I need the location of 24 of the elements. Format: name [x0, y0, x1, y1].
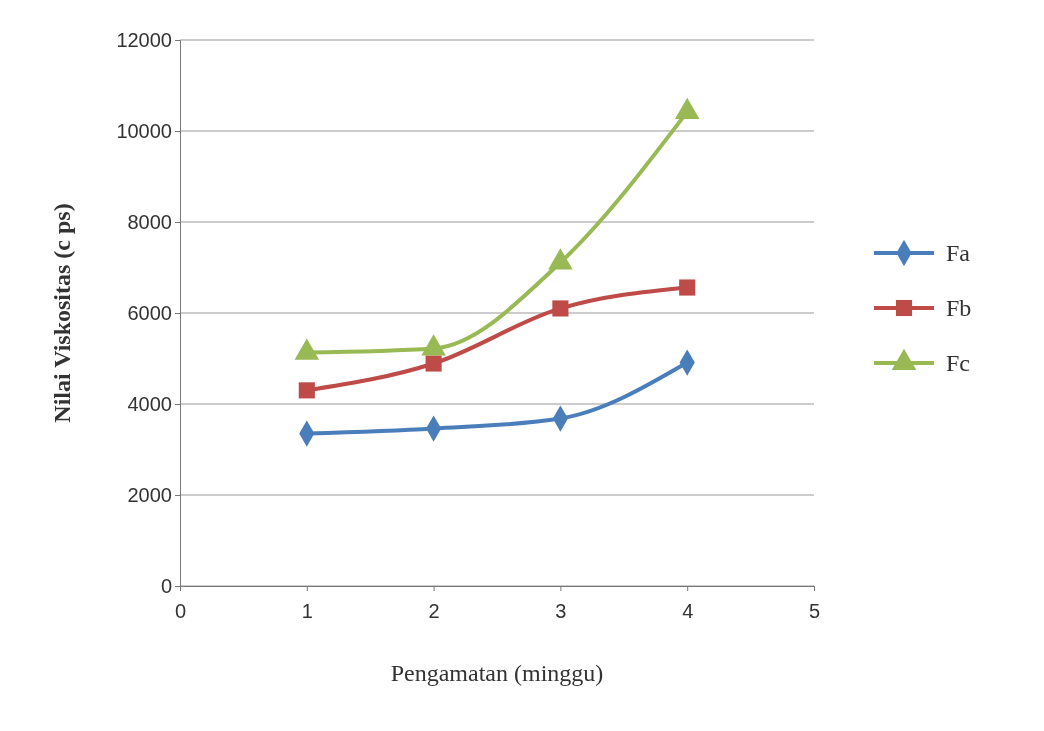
y-tick-label: 8000: [127, 210, 172, 233]
point: [679, 279, 696, 296]
x-tick-label: 4: [682, 600, 694, 622]
legend-label: Fc: [946, 350, 970, 376]
point: [425, 355, 442, 372]
point: [298, 382, 315, 399]
y-tick-label: 6000: [127, 301, 172, 324]
x-tick-label: 0: [174, 600, 187, 622]
x-tick-label: 1: [301, 600, 313, 622]
y-tick-label: 10000: [116, 119, 172, 142]
y-tick-label: 2000: [127, 483, 172, 506]
x-tick-label: 5: [808, 600, 821, 622]
x-tick-label: 3: [555, 600, 567, 622]
point: [552, 300, 569, 317]
x-tick-label: 2: [428, 600, 440, 622]
y-axis-title: Nilai Viskositas (c ps): [49, 203, 75, 423]
legend-label: Fa: [946, 240, 971, 266]
legend-label: Fb: [946, 295, 972, 321]
y-tick-label: 4000: [127, 392, 172, 415]
x-axis-title: Pengamatan (minggu): [390, 660, 604, 686]
point: [548, 248, 573, 270]
point: [674, 97, 700, 119]
y-tick-label: 0: [160, 574, 172, 597]
y-tick-label: 12000: [116, 28, 172, 51]
